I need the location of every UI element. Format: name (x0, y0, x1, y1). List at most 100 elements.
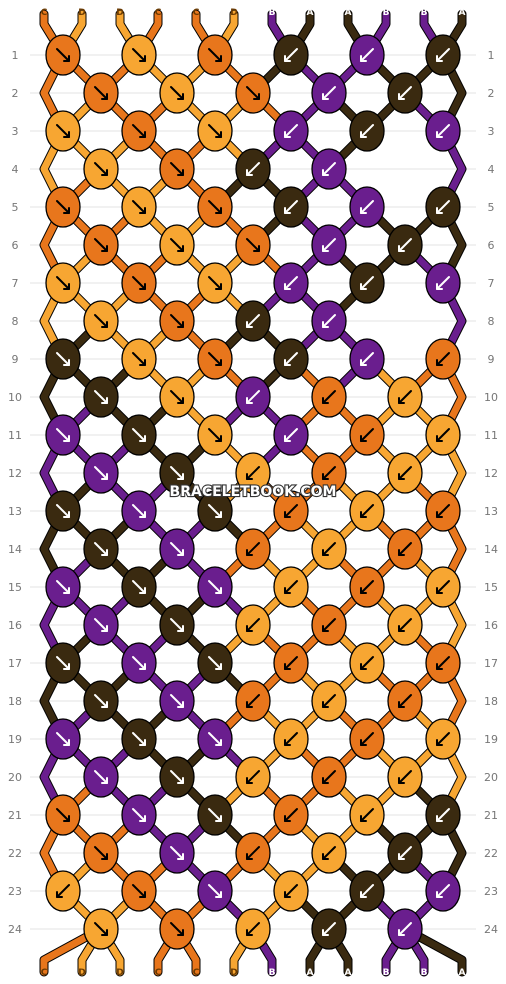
arrow-down-right-icon (208, 276, 222, 290)
arrow-down-right-icon (94, 694, 108, 708)
arrow-down-right-icon (132, 656, 146, 670)
arrow-down-left-icon (246, 618, 260, 632)
knot (425, 642, 461, 684)
arrow-head-icon (436, 359, 443, 366)
knot (349, 186, 385, 228)
strand-label: C (155, 968, 162, 978)
strand-label: A (345, 8, 352, 18)
arrow-down-left-icon (246, 314, 260, 328)
knot (159, 452, 195, 494)
knot (45, 262, 81, 304)
arrow-down-left-icon (436, 884, 450, 898)
arrow-down-right-icon (132, 504, 146, 518)
strand-label: B (421, 968, 428, 978)
arrow-down-right-icon (208, 352, 222, 366)
row-number-right: 18 (484, 695, 498, 708)
arrow-head-icon (436, 131, 443, 138)
knot (387, 72, 423, 114)
arrow-head-icon (63, 815, 70, 822)
knot (197, 642, 233, 684)
row-number-left: 22 (8, 847, 22, 860)
arrow-down-left-icon (436, 352, 450, 366)
arrow-head-icon (177, 245, 184, 252)
arrow-down-right-icon (208, 48, 222, 62)
knot (197, 338, 233, 380)
arrow-head-icon (177, 93, 184, 100)
arrow-head-icon (139, 55, 146, 62)
arrow-head-icon (139, 511, 146, 518)
arrow-down-right-icon (132, 276, 146, 290)
knot (311, 148, 347, 190)
knot (273, 414, 309, 456)
knot (387, 224, 423, 266)
arrow-head-icon (360, 511, 367, 518)
arrow-head-icon (63, 435, 70, 442)
knot (311, 300, 347, 342)
knot (273, 262, 309, 304)
knot (83, 72, 119, 114)
arrow-head-icon (101, 93, 108, 100)
knot (311, 680, 347, 722)
arrow-head-icon (360, 663, 367, 670)
strand-label: B (421, 8, 428, 18)
arrow-down-right-icon (132, 200, 146, 214)
arrow-down-left-icon (322, 238, 336, 252)
knot (197, 566, 233, 608)
strand-label: B (269, 8, 276, 18)
arrow-head-icon (360, 207, 367, 214)
arrow-head-icon (322, 321, 329, 328)
arrow-head-icon (322, 245, 329, 252)
arrow-down-left-icon (322, 162, 336, 176)
row-number-left: 10 (8, 391, 22, 404)
arrow-head-icon (215, 435, 222, 442)
arrow-head-icon (63, 283, 70, 290)
strand-label: D (230, 968, 237, 978)
knot (83, 148, 119, 190)
arrow-head-icon (101, 397, 108, 404)
row-number-right: 8 (488, 315, 495, 328)
arrow-head-icon (246, 169, 253, 176)
arrow-down-right-icon (170, 390, 184, 404)
knot (121, 718, 157, 760)
arrow-down-left-icon (322, 86, 336, 100)
strand-label: D (230, 8, 237, 18)
arrow-head-icon (253, 93, 260, 100)
strand-label: A (307, 8, 314, 18)
arrow-head-icon (246, 549, 253, 556)
arrow-head-icon (139, 359, 146, 366)
arrow-down-right-icon (170, 466, 184, 480)
arrow-down-left-icon (246, 770, 260, 784)
arrow-down-right-icon (170, 694, 184, 708)
arrow-head-icon (284, 891, 291, 898)
knot (349, 870, 385, 912)
arrow-down-left-icon (360, 656, 374, 670)
arrow-head-icon (436, 435, 443, 442)
knot (349, 338, 385, 380)
arrow-down-left-icon (398, 238, 412, 252)
knot (235, 72, 271, 114)
knot (349, 794, 385, 836)
knot (235, 452, 271, 494)
knot (197, 186, 233, 228)
arrow-down-right-icon (208, 808, 222, 822)
knot (159, 300, 195, 342)
arrow-down-left-icon (360, 732, 374, 746)
row-number-left: 21 (8, 809, 22, 822)
arrow-down-right-icon (94, 618, 108, 632)
knot (311, 376, 347, 418)
knot (387, 832, 423, 874)
arrow-head-icon (436, 587, 443, 594)
knot (121, 794, 157, 836)
arrow-head-icon (436, 815, 443, 822)
arrow-head-icon (284, 815, 291, 822)
arrow-down-left-icon (436, 200, 450, 214)
arrow-head-icon (253, 245, 260, 252)
arrow-down-right-icon (56, 428, 70, 442)
knot (197, 262, 233, 304)
arrow-down-left-icon (436, 732, 450, 746)
arrow-head-icon (101, 169, 108, 176)
knot (159, 832, 195, 874)
row-number-right: 13 (484, 505, 498, 518)
